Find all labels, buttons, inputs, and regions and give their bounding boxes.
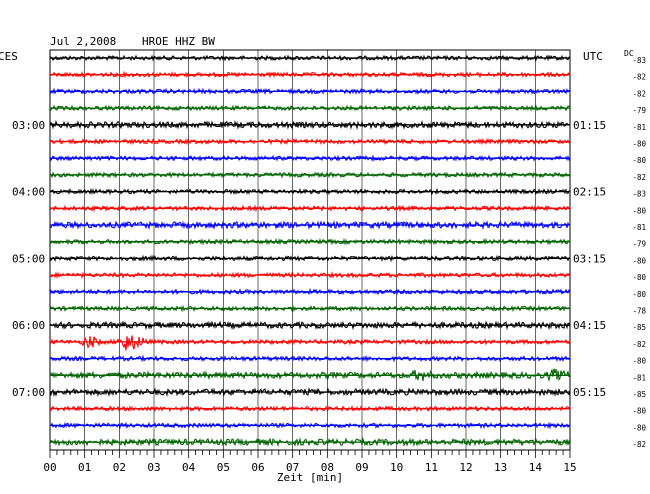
dc-offset-label: -82 — [632, 340, 646, 349]
x-tick-label: 06 — [251, 461, 264, 474]
trace-row — [49, 335, 571, 351]
header-date: Jul 2,2008 — [50, 35, 116, 48]
right-time-label: 01:15 — [573, 119, 606, 132]
dc-offset-label: -80 — [632, 206, 646, 215]
header-station: HROE HHZ BW — [142, 35, 215, 48]
plot-frame — [49, 49, 571, 451]
traces — [49, 54, 571, 448]
right-time-label: 05:15 — [573, 386, 606, 399]
grid — [49, 49, 571, 451]
dc-offset-label: -80 — [632, 273, 646, 282]
left-time-label: 05:00 — [12, 252, 45, 265]
x-tick-label: 09 — [355, 461, 368, 474]
dc-offset-label: -85 — [632, 323, 646, 332]
trace-row — [49, 387, 571, 398]
dc-offset-label: -80 — [632, 256, 646, 265]
time-labels: -83 -82 -82 -79 -81 -80 -80 -82 -83 -80 -81 -79 -80 -… — [12, 56, 646, 449]
left-time-label: 06:00 — [12, 319, 45, 332]
x-tick-label: 14 — [529, 461, 543, 474]
dc-offset-label: -82 — [632, 173, 646, 182]
x-tick-label: 03 — [147, 461, 160, 474]
dc-offset-label: -82 — [632, 440, 646, 449]
dc-offset-label: -83 — [632, 56, 646, 65]
dc-offset-label: -80 — [632, 357, 646, 366]
dc-offset-label: -80 — [632, 290, 646, 299]
left-time-label: 03:00 — [12, 119, 45, 132]
dc-offset-label: -80 — [632, 140, 646, 149]
right-time-label: 03:15 — [573, 252, 606, 265]
x-tick-label: 12 — [459, 461, 472, 474]
dc-offset-label: -79 — [632, 106, 646, 115]
left-axis-label: CES — [0, 50, 18, 63]
x-tick-label: 07 — [286, 461, 299, 474]
dc-offset-label: -80 — [632, 156, 646, 165]
x-tick-label: 05 — [217, 461, 230, 474]
x-tick-label: 00 — [43, 461, 56, 474]
dc-offset-label: -81 — [632, 123, 646, 132]
left-time-label: 04:00 — [12, 186, 45, 199]
right-axis-label: UTC — [583, 50, 603, 63]
x-axis-label: Zeit [min] — [277, 471, 343, 484]
dc-offset-label: -79 — [632, 240, 646, 249]
x-tick-label: 02 — [113, 461, 126, 474]
dc-offset-label: -82 — [632, 89, 646, 98]
x-tick-label: 10 — [390, 461, 403, 474]
trace-row — [49, 304, 571, 313]
x-ticks: 00 01 02 03 04 05 06 07 08 09 10 11 12 13 14 15 — [43, 450, 577, 474]
dc-offset-label: -81 — [632, 373, 646, 382]
trace-row — [49, 354, 571, 363]
x-tick-label: 15 — [563, 461, 576, 474]
dc-label: DC — [624, 49, 634, 58]
x-tick-label: 11 — [425, 461, 438, 474]
left-time-label: 07:00 — [12, 386, 45, 399]
x-tick-label: 01 — [78, 461, 91, 474]
dc-offset-label: -82 — [632, 73, 646, 82]
right-time-label: 04:15 — [573, 319, 606, 332]
x-tick-label: 13 — [494, 461, 507, 474]
dc-offset-label: -81 — [632, 223, 646, 232]
dc-offset-label: -80 — [632, 407, 646, 416]
right-time-label: 02:15 — [573, 186, 606, 199]
dc-offset-label: -83 — [632, 190, 646, 199]
dc-offset-label: -85 — [632, 390, 646, 399]
dc-offset-label: -78 — [632, 307, 646, 316]
trace-row — [49, 437, 571, 448]
dc-offset-label: -80 — [632, 423, 646, 432]
x-tick-label: 04 — [182, 461, 196, 474]
x-tick-label: 08 — [321, 461, 334, 474]
